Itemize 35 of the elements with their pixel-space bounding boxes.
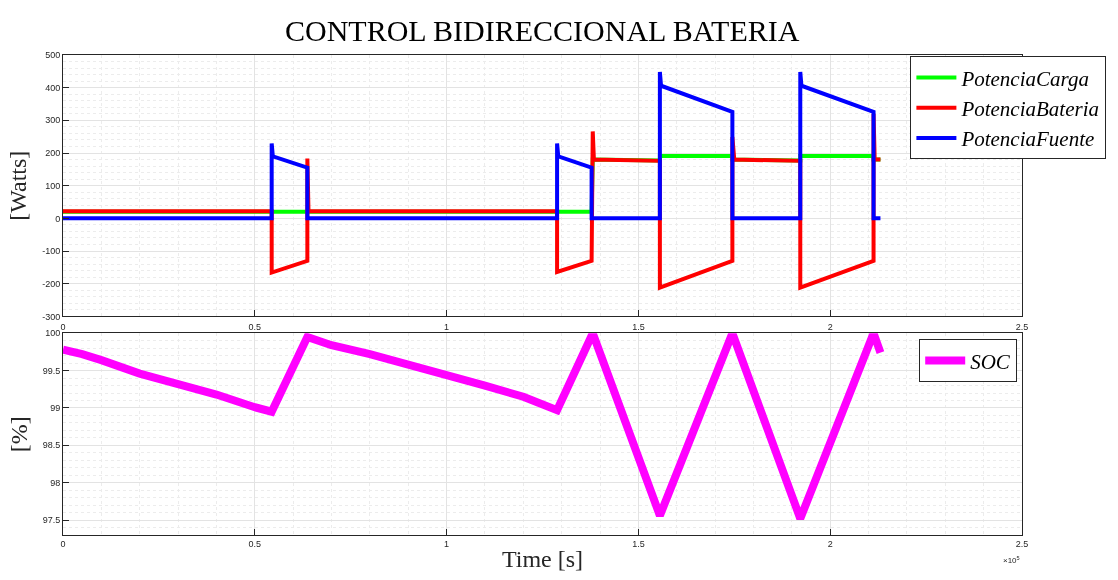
- text: ×10$^{5}$: [1003, 555, 1020, 566]
- legend-label: PotenciaCarga: [960, 66, 1089, 91]
- x-tick-label: 1: [444, 322, 450, 333]
- y-tick-label: 300: [45, 115, 61, 126]
- y-tick-label: 100: [45, 180, 61, 191]
- y-tick-label: 500: [45, 50, 61, 61]
- x-tick-label: 2.5: [1015, 322, 1029, 333]
- y-tick-label: -200: [42, 278, 61, 289]
- y-axis-title: [Watts]: [5, 150, 32, 221]
- y-tick-label: 100: [45, 328, 61, 339]
- y-tick-label: -300: [42, 311, 61, 322]
- x2-tick-label: 2.5: [1015, 538, 1029, 549]
- y-tick-label: 98: [50, 477, 61, 488]
- x2-tick-label: 0.5: [248, 538, 262, 549]
- chart-title: CONTROL BIDIRECCIONAL BATERIA: [285, 14, 800, 47]
- legend-label: PotenciaFuente: [960, 127, 1095, 152]
- x-tick-label: 2: [827, 322, 833, 333]
- x2-tick-label: 1.5: [632, 538, 645, 549]
- x-axis-title: Time [s]: [501, 546, 584, 573]
- y-tick-label: 0: [55, 213, 61, 224]
- y-axis-title: [%]: [5, 416, 32, 453]
- x2-tick-label: 1: [444, 538, 450, 549]
- x-tick-label: 0.5: [248, 322, 262, 333]
- y-tick-label: 98.5: [42, 440, 61, 451]
- x2-tick-label: 2: [827, 538, 833, 549]
- line-series: [63, 69, 883, 221]
- y-tick-label: 99: [50, 403, 61, 414]
- y-tick-label: 99.5: [42, 365, 61, 376]
- y-tick-label: 200: [45, 148, 61, 159]
- legend-label: PotenciaBateria: [960, 96, 1100, 121]
- legend-label: SOC: [970, 349, 1011, 374]
- y-tick-label: 400: [45, 82, 61, 93]
- y-tick-label: 97.5: [42, 515, 61, 526]
- y-tick-label: -100: [42, 246, 61, 257]
- x-tick-label: 1.5: [632, 322, 645, 333]
